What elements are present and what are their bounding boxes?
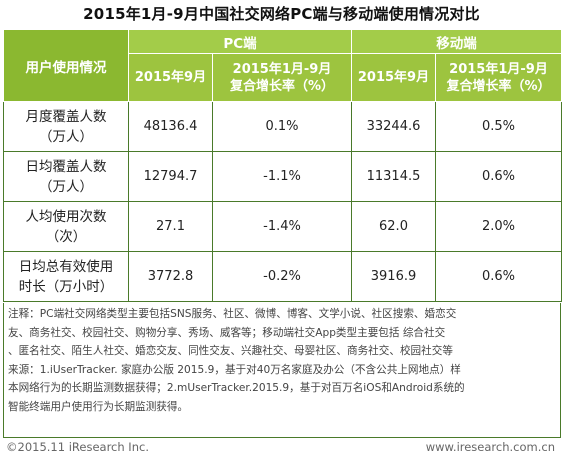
row-header-label: 用户使用情况 bbox=[25, 59, 107, 76]
table-row: 月度覆盖人数 （万人） 48136.4 0.1% 33244.6 0.5% bbox=[3, 101, 562, 152]
note-line: 友、商务社交、校园社交、购物分享、秀场、威客等；移动端社交App类型主要包括 综… bbox=[8, 326, 446, 339]
table-row: 日均覆盖人数 （万人） 12794.7 -1.1% 11314.5 0.6% bbox=[3, 151, 562, 202]
note-line: 本网络行为的长期监测数据获得；2.mUserTracker.2015.9，基于对… bbox=[8, 382, 465, 394]
row-label-line: （万人） bbox=[39, 178, 93, 195]
row-header-cell: 用户使用情况 bbox=[3, 29, 129, 102]
table-cell: 3772.8 bbox=[128, 251, 213, 302]
table-cell: -1.4% bbox=[212, 201, 352, 252]
column-header-mobile-sep: 2015年9月 bbox=[351, 53, 436, 102]
note-line: 、匿名社交、陌生人社交、婚恋交友、同性交友、兴趣社交、母婴社区、商务社交、校园社… bbox=[8, 345, 453, 357]
table-cell: 3916.9 bbox=[351, 251, 436, 302]
source-note: 注释：PC端社交网络类型主要包括SNS服务、社区、微博、博客、文学小说、社区搜索… bbox=[3, 303, 561, 438]
column-header-label: 2015年1月-9月 bbox=[232, 61, 332, 77]
website-text: www.iresearch.com.cn bbox=[425, 440, 555, 454]
table-cell: 62.0 bbox=[351, 201, 436, 252]
column-header-pc-sep: 2015年9月 bbox=[128, 53, 213, 102]
row-label-line: 日均覆盖人数 bbox=[25, 158, 107, 175]
table-cell: -1.1% bbox=[212, 151, 352, 202]
row-label-line: 时长（万小时） bbox=[18, 278, 114, 295]
column-header-label: 复合增长率（%） bbox=[446, 78, 551, 94]
note-line: 注释：PC端社交网络类型主要包括SNS服务、社区、微博、博客、文学小说、社区搜索… bbox=[8, 308, 457, 320]
column-header-pc-growth: 2015年1月-9月 复合增长率（%） bbox=[212, 53, 352, 102]
row-label-line: （万人） bbox=[39, 128, 93, 145]
column-header-mobile-growth: 2015年1月-9月 复合增长率（%） bbox=[435, 53, 562, 102]
note-line: 智能终端用户使用行为长期监测获得。 bbox=[8, 400, 189, 413]
row-label-line: 月度覆盖人数 bbox=[25, 108, 107, 125]
comparison-table: 用户使用情况 PC端 移动端 2015年9月 2015年1月-9月 复合增长率（… bbox=[3, 29, 562, 302]
table-cell: -0.2% bbox=[212, 251, 352, 302]
page-title: 2015年1月-9月中国社交网络PC端与移动端使用情况对比 bbox=[83, 5, 480, 23]
table-cell: 2.0% bbox=[435, 201, 562, 252]
table-cell: 0.5% bbox=[435, 101, 562, 152]
row-label-line: （次） bbox=[45, 228, 87, 245]
column-header-label: 2015年1月-9月 bbox=[449, 61, 548, 77]
column-header-label: 复合增长率（%） bbox=[229, 78, 335, 94]
row-label-line: 人均使用次数 bbox=[25, 208, 107, 225]
column-header-label: 2015年9月 bbox=[357, 70, 430, 85]
row-label: 日均总有效使用 时长（万小时） bbox=[3, 251, 129, 302]
row-label: 日均覆盖人数 （万人） bbox=[3, 151, 129, 202]
column-header-label: 2015年9月 bbox=[134, 70, 207, 85]
table-cell: 11314.5 bbox=[351, 151, 436, 202]
group-header-mobile: 移动端 bbox=[351, 29, 562, 54]
row-label: 月度覆盖人数 （万人） bbox=[3, 101, 129, 152]
group-header-pc: PC端 bbox=[128, 29, 352, 54]
table-cell: 0.6% bbox=[435, 151, 562, 202]
table-row: 日均总有效使用 时长（万小时） 3772.8 -0.2% 3916.9 0.6% bbox=[3, 251, 562, 302]
table-cell: 48136.4 bbox=[128, 101, 213, 152]
row-label-line: 日均总有效使用 bbox=[18, 258, 114, 275]
table-cell: 0.1% bbox=[212, 101, 352, 152]
table-cell: 0.6% bbox=[435, 251, 562, 302]
copyright-text: ©2015.11 iResearch Inc. bbox=[6, 440, 149, 454]
table-cell: 33244.6 bbox=[351, 101, 436, 152]
table-cell: 27.1 bbox=[128, 201, 213, 252]
table-cell: 12794.7 bbox=[128, 151, 213, 202]
table-row: 人均使用次数 （次） 27.1 -1.4% 62.0 2.0% bbox=[3, 201, 562, 252]
row-label: 人均使用次数 （次） bbox=[3, 201, 129, 252]
note-line: 来源：1.iUserTracker. 家庭办公版 2015.9，基于对40万名家… bbox=[8, 363, 461, 376]
